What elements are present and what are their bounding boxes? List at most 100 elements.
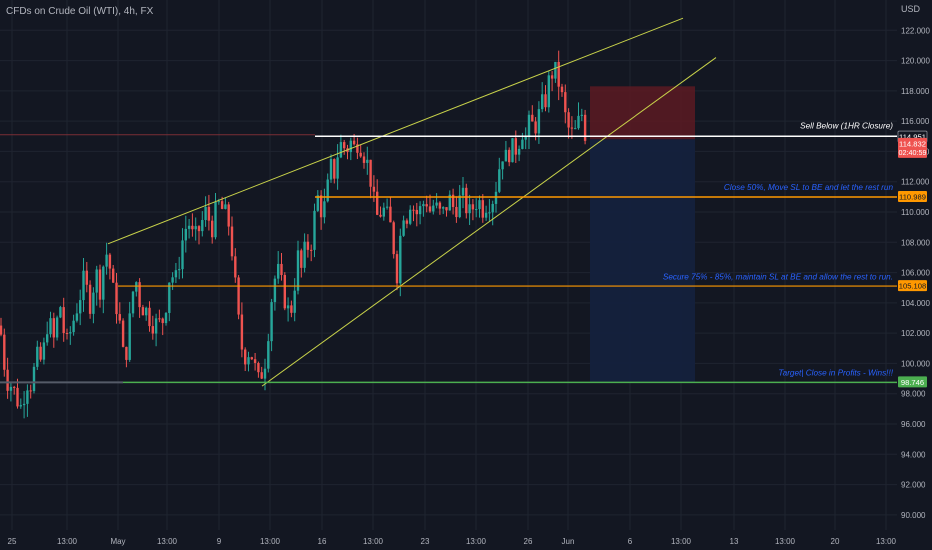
candle-body[interactable] (125, 346, 128, 360)
candle-body[interactable] (333, 159, 336, 179)
candle-body[interactable] (92, 292, 95, 314)
candle-body[interactable] (541, 94, 544, 110)
candle-body[interactable] (428, 206, 432, 212)
candle-body[interactable] (9, 386, 13, 391)
candle-body[interactable] (214, 202, 217, 238)
candle-body[interactable] (112, 268, 115, 283)
candle-body[interactable] (359, 152, 362, 157)
candle-body[interactable] (475, 209, 478, 211)
candle-body[interactable] (55, 317, 59, 338)
candle-body[interactable] (445, 207, 448, 211)
candle-body[interactable] (306, 241, 310, 250)
candle-body[interactable] (267, 341, 270, 369)
candle-body[interactable] (389, 206, 392, 223)
candle-body[interactable] (59, 307, 62, 318)
candle-body[interactable] (376, 191, 379, 215)
candle-body[interactable] (402, 220, 405, 236)
candle-body[interactable] (69, 332, 72, 334)
candle-body[interactable] (65, 332, 69, 334)
candle-body[interactable] (554, 61, 557, 79)
candle-body[interactable] (372, 186, 376, 192)
candle-body[interactable] (237, 277, 240, 315)
candle-body[interactable] (478, 200, 481, 210)
candle-body[interactable] (369, 159, 372, 187)
time-axis[interactable]: 25 13:00 May 13:00 9 13:00 16 13:00 23 13:00 26 Jun… (8, 537, 897, 546)
candle-body[interactable] (534, 121, 537, 134)
candle-body[interactable] (362, 156, 366, 163)
candle-body[interactable] (131, 291, 135, 314)
candle-body[interactable] (366, 159, 369, 163)
candle-body[interactable] (557, 61, 560, 87)
candle-body[interactable] (230, 226, 234, 257)
candle-body[interactable] (435, 202, 438, 206)
candle-body[interactable] (128, 313, 131, 360)
candle-body[interactable] (85, 270, 88, 285)
candle-body[interactable] (379, 214, 382, 217)
candle-body[interactable] (481, 200, 484, 218)
candle-body[interactable] (158, 318, 161, 320)
candle-body[interactable] (283, 275, 286, 309)
candle-body[interactable] (224, 204, 227, 209)
stop-loss-zone[interactable] (590, 86, 695, 140)
candle-body[interactable] (349, 140, 352, 153)
candle-body[interactable] (465, 187, 468, 214)
candle-body[interactable] (494, 191, 498, 204)
candle-body[interactable] (296, 250, 300, 291)
candle-body[interactable] (277, 263, 280, 279)
candle-body[interactable] (352, 140, 356, 145)
candle-body[interactable] (194, 226, 197, 230)
candle-body[interactable] (263, 368, 267, 379)
candle-body[interactable] (577, 115, 580, 129)
candle-body[interactable] (164, 312, 168, 324)
candle-body[interactable] (504, 149, 508, 162)
candle-body[interactable] (458, 195, 461, 218)
candle-body[interactable] (438, 202, 442, 209)
candle-body[interactable] (326, 179, 329, 202)
candle-body[interactable] (511, 138, 514, 163)
candle-body[interactable] (240, 314, 244, 350)
candle-body[interactable] (564, 92, 567, 113)
candle-body[interactable] (425, 204, 428, 207)
candle-body[interactable] (151, 326, 154, 334)
candle-body[interactable] (138, 282, 141, 308)
lower-wedge-line[interactable] (261, 57, 717, 387)
candle-body[interactable] (161, 318, 164, 324)
candle-body[interactable] (329, 159, 333, 180)
candle-body[interactable] (197, 226, 201, 232)
candle-body[interactable] (171, 277, 174, 283)
candle-body[interactable] (316, 195, 319, 211)
candle-body[interactable] (580, 114, 583, 116)
candle-body[interactable] (501, 161, 504, 170)
candle-body[interactable] (108, 254, 112, 269)
candle-body[interactable] (517, 148, 521, 155)
candle-body[interactable] (574, 128, 577, 130)
candle-body[interactable] (13, 386, 16, 388)
candle-body[interactable] (399, 235, 402, 284)
candle-body[interactable] (82, 270, 85, 301)
candle-body[interactable] (544, 94, 547, 108)
candle-body[interactable] (187, 225, 191, 229)
candle-body[interactable] (257, 362, 260, 373)
candle-body[interactable] (115, 282, 118, 315)
candle-body[interactable] (422, 204, 425, 207)
candle-body[interactable] (118, 314, 121, 321)
drawing-lines[interactable] (0, 17, 897, 387)
candle-body[interactable] (36, 346, 39, 367)
candle-body[interactable] (319, 195, 323, 218)
candle-body[interactable] (418, 206, 422, 215)
candle-body[interactable] (448, 194, 451, 211)
candle-body[interactable] (343, 142, 346, 149)
candle-body[interactable] (537, 109, 541, 134)
candle-body[interactable] (273, 278, 277, 303)
candle-body[interactable] (253, 359, 257, 363)
candles-group[interactable] (0, 50, 587, 419)
candle-body[interactable] (49, 318, 52, 335)
candle-body[interactable] (260, 372, 263, 379)
candle-body[interactable] (184, 228, 187, 241)
candle-body[interactable] (234, 256, 237, 278)
candle-body[interactable] (488, 212, 491, 214)
candle-body[interactable] (303, 241, 306, 268)
candle-body[interactable] (29, 390, 32, 392)
candle-body[interactable] (455, 207, 458, 218)
candle-body[interactable] (148, 307, 151, 327)
